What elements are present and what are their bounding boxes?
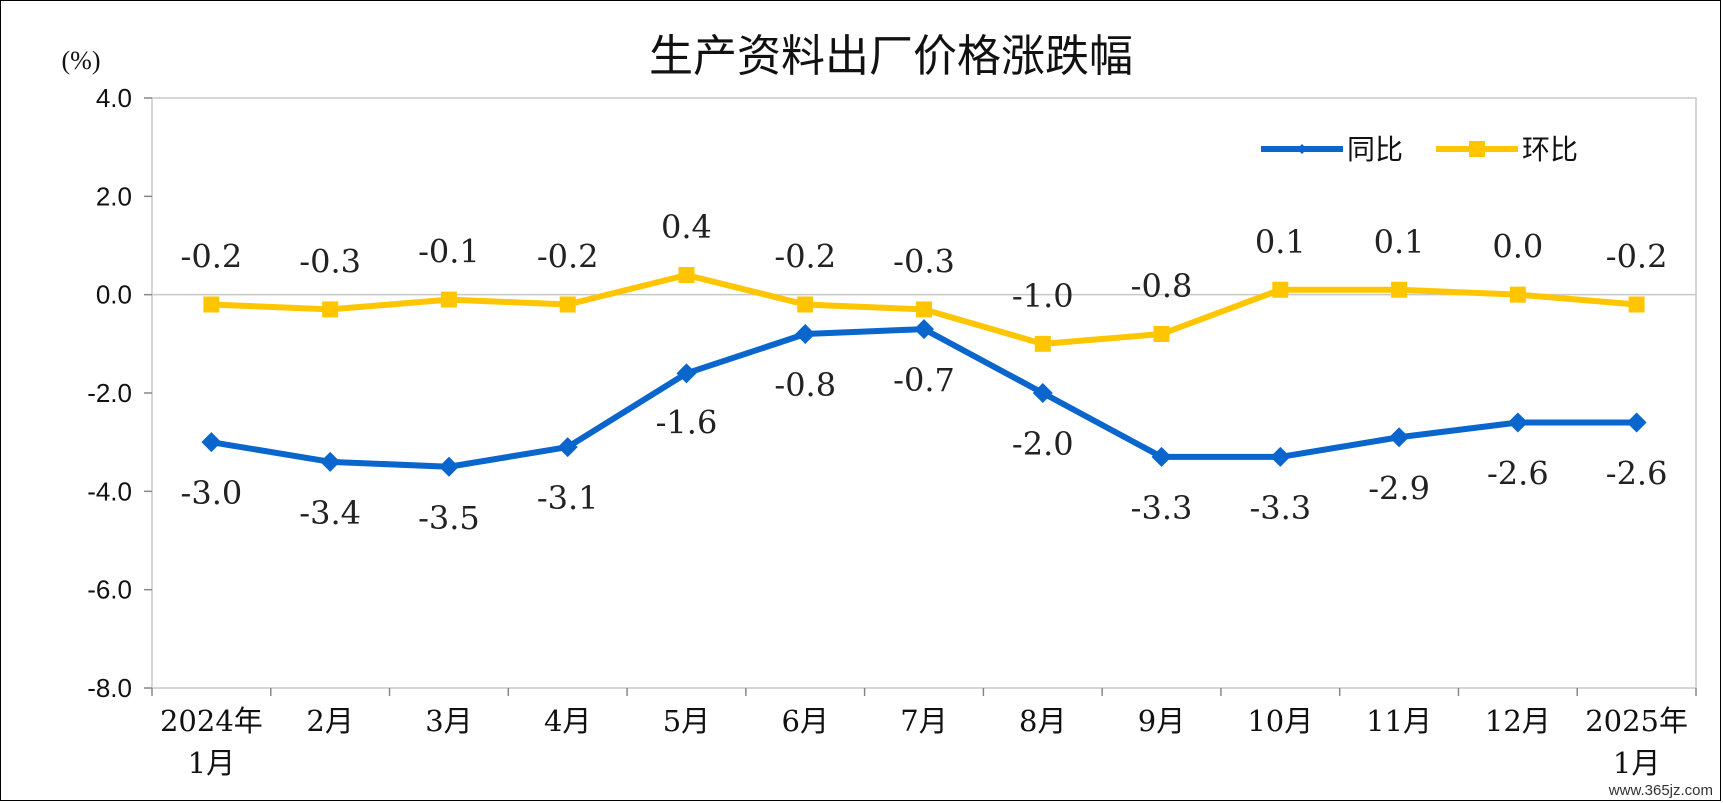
data-label: 0.1 (1255, 223, 1306, 261)
y-tick-label: -4.0 (87, 476, 132, 506)
data-label: -0.2 (537, 238, 599, 276)
data-point (1626, 412, 1647, 433)
data-point (1151, 446, 1172, 467)
y-tick-label: 4.0 (96, 83, 132, 113)
data-label: -1.0 (1012, 277, 1074, 315)
data-point (797, 296, 814, 313)
data-label: -3.4 (299, 494, 361, 532)
data-label: -0.3 (299, 242, 361, 280)
legend-label: 环比 (1522, 133, 1578, 166)
data-point (676, 363, 697, 384)
data-point (914, 319, 934, 340)
data-point (1628, 296, 1645, 313)
legend-item: 同比 (1261, 133, 1403, 166)
x-tick-label: 10月 (1247, 704, 1313, 738)
data-label: 0.1 (1374, 223, 1425, 261)
data-point (203, 296, 220, 313)
data-label: 0.4 (661, 208, 712, 246)
y-tick-label: 2.0 (96, 181, 132, 211)
data-label: -3.0 (181, 474, 243, 512)
x-tick-label: 6月 (782, 704, 829, 738)
data-point (438, 456, 459, 477)
data-point (559, 296, 576, 313)
data-label: -0.7 (893, 361, 955, 399)
data-label: -2.6 (1606, 455, 1668, 493)
x-tick-label: 1月 (1613, 746, 1660, 780)
data-point (1389, 427, 1410, 448)
data-label: -0.2 (1606, 238, 1668, 276)
data-label: -0.2 (774, 238, 836, 276)
data-label: -3.3 (1249, 489, 1311, 527)
data-point (1272, 281, 1289, 298)
data-label: -2.9 (1368, 469, 1430, 507)
data-label: -0.3 (893, 242, 955, 280)
data-point (557, 437, 578, 458)
legend: 同比 环比 (1261, 133, 1578, 166)
data-point (1153, 326, 1170, 342)
data-point (1509, 286, 1526, 303)
chart-title: 生产资料出厂价格涨跌幅 (649, 31, 1133, 82)
y-axis-unit: (%) (62, 46, 101, 75)
data-point (795, 324, 816, 344)
legend-item: 环比 (1436, 133, 1578, 166)
y-tick-label: -2.0 (87, 378, 132, 408)
data-point (1391, 281, 1408, 298)
x-tick-label: 2月 (306, 704, 353, 738)
legend-marker (1297, 144, 1307, 154)
data-point (440, 291, 457, 308)
x-tick-label: 1月 (188, 746, 235, 780)
watermark-text: www.365jz.com (1608, 782, 1713, 799)
x-tick-label: 12月 (1485, 704, 1551, 738)
data-label: -3.3 (1131, 489, 1193, 527)
data-label: -0.8 (1131, 267, 1193, 305)
data-label: -0.8 (774, 366, 836, 404)
data-point (1507, 412, 1528, 433)
series-mom: -0.2 -0.3 -0.1 -0.2 0.4 -0.2 -0.3 -1.0 -0.8 0.1 0.… (181, 208, 1668, 352)
x-tick-label: 11月 (1366, 704, 1432, 738)
data-label: -2.0 (1012, 425, 1074, 463)
x-tick-label: 2025年 (1585, 704, 1688, 738)
data-label: -0.1 (418, 233, 480, 271)
data-point (678, 267, 695, 283)
y-axis: 4.0 2.0 0.0 -2.0 -4.0 -6.0 -8.0 (87, 83, 1696, 703)
legend-label: 同比 (1347, 133, 1403, 166)
data-label: -3.5 (418, 499, 480, 537)
data-label: -3.1 (537, 479, 599, 517)
x-tick-label: 7月 (900, 704, 947, 738)
legend-marker (1469, 141, 1485, 157)
data-label: -1.6 (656, 403, 718, 441)
data-point (1034, 335, 1051, 352)
x-tick-label: 2024年 (160, 704, 263, 738)
x-tick-label: 9月 (1138, 704, 1185, 738)
x-tick-label: 5月 (663, 704, 710, 738)
series-yoy: -3.0 -3.4 -3.5 -3.1 -1.6 -0.8 -0.7 -2.0 -3.3 -3.3… (181, 319, 1668, 537)
data-point (322, 301, 339, 318)
x-tick-label: 8月 (1019, 704, 1066, 738)
y-tick-label: -6.0 (87, 575, 132, 605)
x-axis: 2024年 1月 2月 3月 4月 5月 6月 7月 8月 9月 10月 11月 12月 2025年 1月 (151, 688, 1697, 780)
data-point (201, 432, 222, 453)
data-point (1270, 446, 1291, 467)
data-label: -2.6 (1487, 455, 1549, 493)
data-label: -0.2 (181, 238, 243, 276)
y-tick-label: 0.0 (96, 280, 132, 310)
data-label: 0.0 (1492, 228, 1543, 266)
data-point (1032, 383, 1053, 403)
x-tick-label: 3月 (425, 704, 472, 738)
data-point (916, 301, 932, 318)
y-tick-label: -8.0 (87, 673, 132, 703)
x-tick-label: 4月 (544, 704, 591, 738)
data-point (320, 451, 341, 472)
series-layer: -3.0 -3.4 -3.5 -3.1 -1.6 -0.8 -0.7 -2.0 -3.3 -3.3… (181, 208, 1668, 537)
plot-area (151, 97, 1697, 689)
